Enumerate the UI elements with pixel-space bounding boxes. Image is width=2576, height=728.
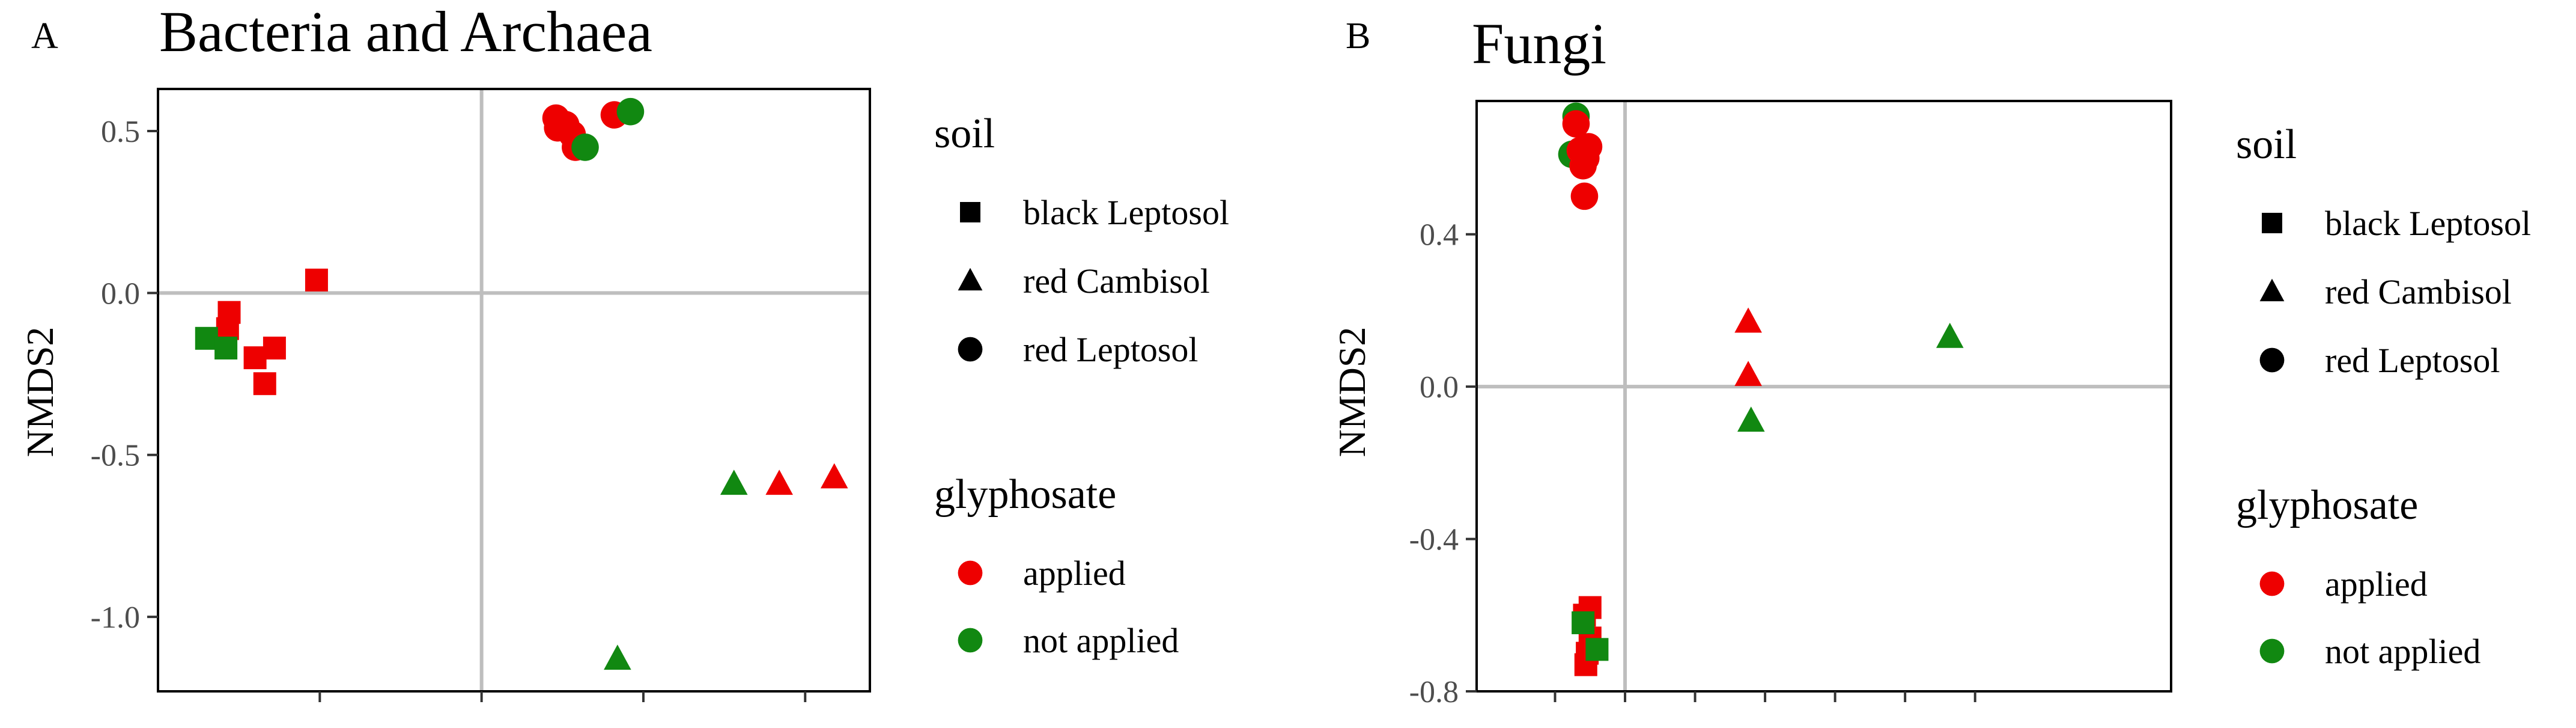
panel-a-y-tick-label: -0.5: [91, 439, 140, 473]
panel-a-plot-frame: [157, 88, 871, 693]
panel-b-y-tick-label: 0.4: [1420, 218, 1459, 252]
panel-b-data-point: [1575, 133, 1603, 161]
panel-b-legend-glyphosate-symbol: [2259, 638, 2285, 664]
panel-a-title: Bacteria and Archaea: [159, 0, 652, 64]
panel-b-data-point: [1562, 110, 1590, 138]
panel-a-data-point: [616, 97, 645, 126]
panel-a-data-point: [720, 470, 748, 495]
panel-a-data-point: [263, 336, 286, 359]
panel-b-y-tick-label: 0.0: [1420, 370, 1459, 405]
panel-a-legend-glyphosate-symbol: [958, 628, 983, 653]
panel-b-y-axis-label: NMDS2: [1331, 327, 1373, 457]
panel-b-legend-glyphosate-label: not applied: [2325, 632, 2480, 671]
panel-b-plot-frame: [1475, 100, 2172, 693]
panel-b-data-point: [1734, 307, 1762, 333]
panel-b-legend-soil-symbol: [2262, 213, 2282, 233]
panel-a-legend-soil-label: red Cambisol: [1023, 262, 1210, 301]
panel-b-title: Fungi: [1472, 11, 1606, 76]
panel-a-legend-soil-label: black Leptosol: [1023, 193, 1229, 232]
panel-a-data-point: [253, 372, 276, 396]
panel-b-legend: soil black Leptosol red Cambisol red Leptos…: [2236, 121, 2531, 671]
panel-a-legend-glyphosate-label: not applied: [1023, 621, 1179, 660]
panel-b-legend-soil-label: red Leptosol: [2325, 341, 2500, 380]
panel-a-letter: A: [31, 16, 58, 57]
panel-a-y-tick-label: 0.5: [101, 115, 140, 149]
panel-b: B Fungi NMDS2 0.4 0.0 -0.4 -0.8 soil black L…: [1331, 11, 2531, 709]
panel-a-data-point: [305, 268, 328, 292]
panel-a-data-point: [571, 133, 599, 161]
panel-a: A Bacteria and Archaea NMDS2 0.5 0.0 -0.5 -…: [19, 0, 1229, 702]
panel-b-letter: B: [1346, 16, 1370, 57]
panel-a-legend-soil-symbol: [960, 202, 980, 222]
panel-b-legend-soil-label: red Cambisol: [2325, 272, 2512, 311]
panel-a-legend-soil-label: red Leptosol: [1023, 330, 1198, 369]
panel-a-y-tick-label: -1.0: [91, 601, 140, 635]
panel-b-data-point: [1572, 611, 1595, 634]
panel-a-data-point: [604, 644, 631, 670]
panel-a-legend-glyphosate-label: applied: [1023, 554, 1126, 593]
panel-a-y-tick-label: 0.0: [101, 277, 140, 311]
panel-b-legend-soil-title: soil: [2236, 121, 2297, 168]
panel-b-legend-soil-symbol: [2259, 278, 2285, 302]
panel-a-legend: soil black Leptosol red Cambisol red Leptos…: [934, 111, 1229, 660]
panel-a-y-axis-label: NMDS2: [19, 327, 61, 457]
panel-b-data-point: [1734, 361, 1762, 387]
panel-b-data-point: [1585, 638, 1609, 661]
panel-a-legend-glyphosate-title: glyphosate: [934, 471, 1116, 518]
panel-a-data-point: [765, 470, 793, 495]
panel-b-legend-glyphosate-symbol: [2259, 571, 2285, 596]
panel-b-legend-soil-symbol: [2259, 347, 2285, 373]
panel-b-plot-area: 0.4 0.0 -0.4 -0.8: [1409, 100, 2172, 709]
panel-a-data-point: [820, 463, 848, 489]
panel-a-legend-soil-title: soil: [934, 111, 995, 157]
panel-b-data-point: [1936, 322, 1964, 348]
panel-b-y-tick-label: -0.4: [1409, 523, 1459, 557]
panel-a-data-point: [243, 346, 267, 370]
panel-a-data-point: [195, 326, 218, 350]
panel-a-legend-glyphosate-symbol: [958, 560, 983, 586]
panel-a-data-point: [216, 317, 239, 340]
panel-a-data-point: [214, 336, 238, 359]
panel-b-legend-glyphosate-title: glyphosate: [2236, 482, 2418, 528]
panel-a-plot-area: 0.5 0.0 -0.5 -1.0: [91, 88, 871, 702]
panel-b-y-tick-label: -0.8: [1409, 675, 1459, 709]
panel-b-data-point: [1570, 182, 1599, 210]
panel-b-legend-soil-label: black Leptosol: [2325, 204, 2531, 243]
panel-b-legend-glyphosate-label: applied: [2325, 564, 2428, 604]
panel-a-legend-soil-symbol: [958, 337, 983, 362]
panel-a-legend-soil-symbol: [958, 268, 983, 291]
panel-b-data-point: [1737, 406, 1765, 432]
